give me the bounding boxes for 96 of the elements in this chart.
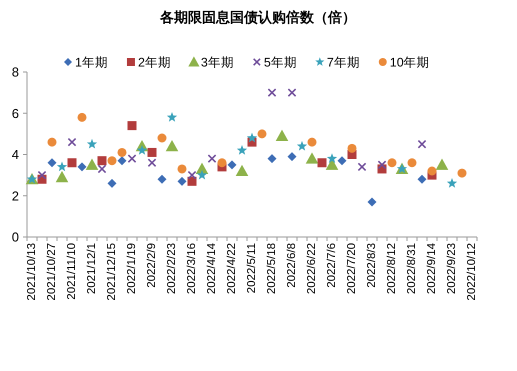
point [296, 140, 308, 151]
point [358, 162, 366, 172]
point [378, 160, 386, 170]
x-tick-label: 2021/12/1 [86, 243, 98, 294]
y-tick-label: 6 [12, 106, 19, 121]
point [68, 158, 76, 168]
point [338, 156, 346, 166]
legend-label: 2年期 [138, 56, 171, 70]
y-tick-label: 2 [12, 188, 19, 204]
point [48, 158, 56, 168]
point [218, 158, 226, 168]
x-tick-label: 2022/9/23 [446, 243, 458, 294]
point [236, 144, 248, 155]
point [98, 156, 106, 166]
point [288, 88, 296, 98]
point [98, 164, 106, 174]
x-tick-label: 2021/11/10 [66, 243, 78, 300]
x-tick-label: 2021/12/15 [106, 243, 118, 301]
x-tick-label: 2022/4/14 [206, 242, 218, 294]
point [128, 121, 136, 130]
legend-label: 7年期 [326, 56, 360, 70]
point [178, 176, 186, 186]
point [308, 138, 316, 147]
x-tick-label: 2022/7/20 [346, 243, 358, 294]
point [86, 158, 98, 170]
legend-label: 1年期 [75, 56, 108, 70]
x-tick-label: 2022/8/31 [406, 243, 418, 294]
point [348, 144, 356, 153]
point [118, 156, 126, 166]
point [368, 197, 376, 206]
x-tick-label: 2022/3/16 [186, 243, 198, 294]
point [268, 154, 276, 164]
point [306, 152, 318, 164]
point [78, 112, 86, 122]
legend-label: 3年期 [200, 56, 234, 70]
point [188, 170, 196, 180]
x-tick-label: 2022/7/6 [326, 243, 338, 288]
point [326, 153, 338, 163]
x-tick-label: 2022/6/22 [306, 243, 318, 294]
x-tick-label: 2022/8/12 [386, 243, 398, 294]
x-tick-label: 2021/10/27 [46, 243, 58, 301]
point [86, 138, 98, 149]
point [166, 140, 178, 152]
point [276, 130, 288, 141]
point [38, 170, 46, 180]
chart-title: 各期限固息国债认购倍数（倍） [159, 9, 356, 25]
point [118, 148, 126, 157]
point [228, 160, 236, 170]
point [418, 174, 426, 184]
x-tick-label: 2022/8/3 [366, 243, 378, 288]
legend-label: 5年期 [264, 56, 297, 70]
point [136, 144, 148, 155]
x-tick-label: 2022/10/12 [466, 243, 478, 301]
point [56, 161, 68, 172]
x-tick-label: 2022/9/14 [426, 242, 438, 294]
point [268, 88, 276, 98]
point [68, 138, 76, 147]
point [148, 148, 156, 157]
y-tick-label: 8 [12, 64, 19, 80]
point [56, 170, 68, 182]
x-tick-label: 2022/6/8 [286, 243, 298, 288]
point [318, 158, 326, 168]
point [188, 176, 196, 186]
point [458, 168, 466, 178]
point [108, 178, 116, 188]
point [388, 158, 396, 168]
x-tick-label: 2021/10/13 [26, 243, 38, 301]
point [48, 138, 56, 147]
x-tick-label: 2022/1/19 [126, 243, 138, 294]
point [208, 154, 216, 164]
x-tick-label: 2022/5/11 [246, 243, 258, 294]
point [246, 132, 258, 142]
point [196, 170, 208, 180]
point [408, 158, 416, 168]
x-tick-label: 2022/4/22 [226, 243, 238, 294]
point [178, 164, 186, 174]
point [166, 112, 178, 122]
x-tick-label: 2022/2/23 [166, 243, 178, 294]
point [148, 158, 156, 168]
x-tick-label: 2022/2/9 [146, 243, 158, 288]
point [128, 154, 136, 164]
point [258, 129, 266, 138]
point [446, 178, 458, 188]
point [108, 156, 116, 166]
point [428, 166, 436, 176]
y-tick-label: 0 [12, 230, 19, 244]
x-tick-label: 2022/5/18 [266, 243, 278, 294]
point [436, 158, 448, 170]
legend-label: 10年期 [390, 56, 430, 70]
point [288, 152, 296, 162]
point [418, 140, 426, 149]
point [158, 174, 166, 184]
point [236, 164, 248, 176]
point [158, 134, 166, 142]
y-tick-label: 4 [12, 147, 19, 162]
point [78, 162, 86, 172]
